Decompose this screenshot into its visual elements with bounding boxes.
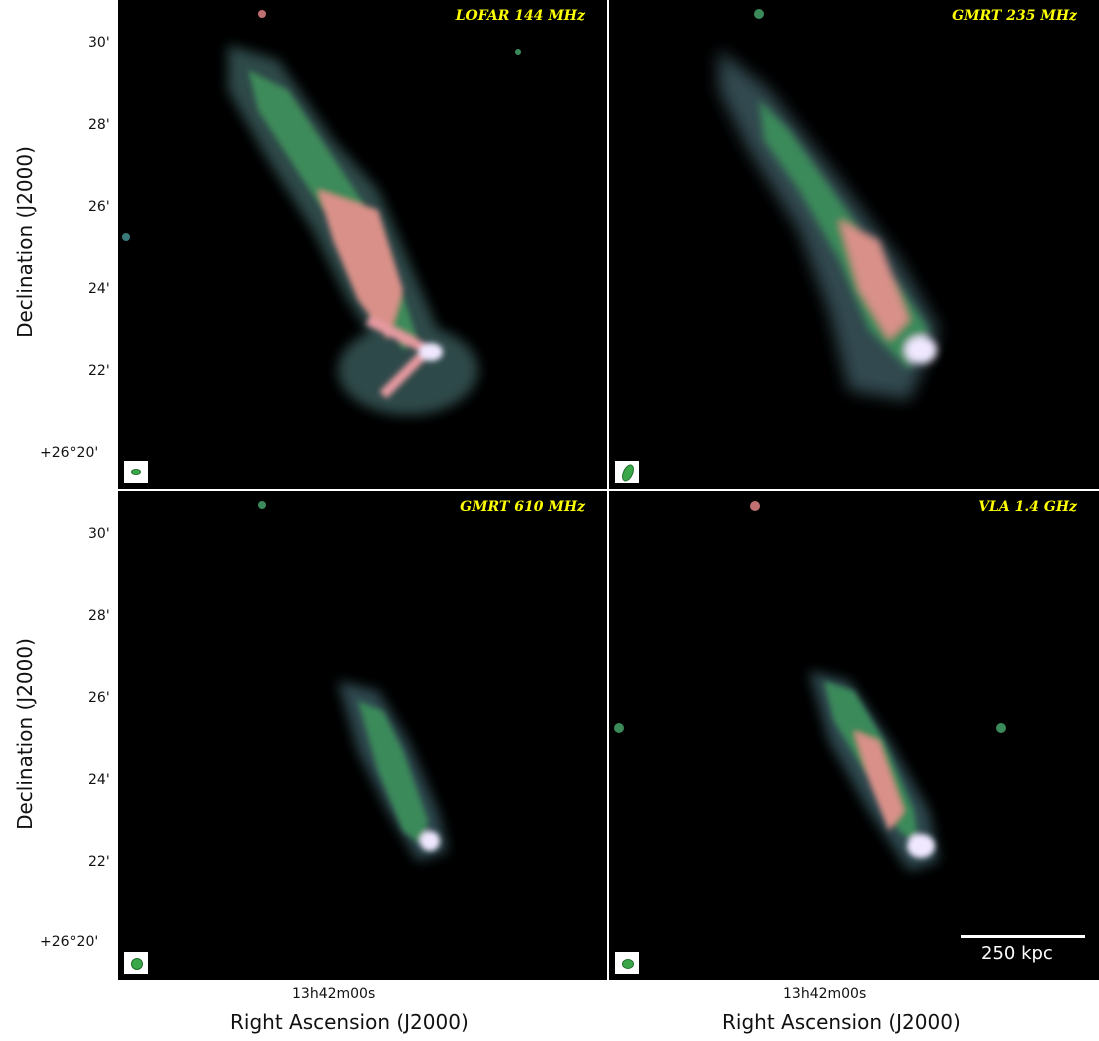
- y-tick-label: 28': [88, 117, 110, 133]
- radio-image-lofar: [122, 10, 521, 415]
- scale-bar: [961, 935, 1085, 938]
- y-tick-label: 28': [88, 608, 110, 624]
- y-tick-label: +26°20': [40, 934, 99, 950]
- beam-ellipse: [131, 958, 143, 970]
- x-tick-label: 13h42m00s: [783, 986, 867, 1002]
- y-tick-label: 24': [88, 281, 110, 297]
- panel-label: VLA 1.4 GHz: [978, 499, 1077, 515]
- beam-ellipse: [622, 959, 634, 969]
- beam-indicator: [615, 461, 639, 484]
- radio-image-gmrt-610: [258, 501, 448, 861]
- panel-label: GMRT 235 MHz: [952, 8, 1077, 24]
- beam-ellipse: [131, 469, 141, 475]
- panel-vla-1p4ghz: VLA 1.4 GHz 250 kpc: [609, 491, 1099, 980]
- scale-bar-label: 250 kpc: [981, 943, 1053, 964]
- beam-indicator: [615, 952, 639, 974]
- y-tick-label: 24': [88, 772, 110, 788]
- panel-label: LOFAR 144 MHz: [455, 8, 585, 24]
- beam-indicator: [124, 952, 148, 974]
- y-axis-label-top: Declination (J2000): [13, 146, 37, 338]
- y-tick-label: 30': [88, 526, 110, 542]
- panel-gmrt-610mhz: GMRT 610 MHz: [118, 491, 607, 980]
- beam-indicator: [124, 461, 148, 483]
- y-tick-label: 26': [88, 199, 110, 215]
- radio-image-vla: [614, 501, 1006, 871]
- x-axis-label: Right Ascension (J2000): [230, 1010, 469, 1034]
- y-tick-label: 30': [88, 35, 110, 51]
- y-tick-label: 26': [88, 690, 110, 706]
- y-tick-label: +26°20': [40, 445, 99, 461]
- beam-ellipse: [619, 462, 637, 484]
- panel-label: GMRT 610 MHz: [460, 499, 585, 515]
- panel-lofar-144mhz: LOFAR 144 MHz: [118, 0, 607, 489]
- y-tick-label: 22': [88, 363, 110, 379]
- radio-image-gmrt-235: [719, 9, 939, 400]
- x-axis-label: Right Ascension (J2000): [722, 1010, 961, 1034]
- x-tick-label: 13h42m00s: [292, 986, 376, 1002]
- y-tick-label: 22': [88, 854, 110, 870]
- y-axis-label-bottom: Declination (J2000): [13, 638, 37, 830]
- panel-gmrt-235mhz: GMRT 235 MHz: [609, 0, 1099, 489]
